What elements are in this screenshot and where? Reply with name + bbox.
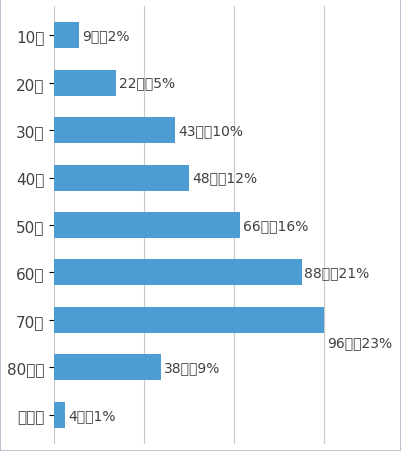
Text: 48人、12%: 48人、12%	[192, 171, 257, 185]
Bar	[54, 307, 324, 333]
Text: 43人、10%: 43人、10%	[178, 124, 243, 138]
Bar	[54, 354, 161, 381]
Bar	[54, 23, 79, 49]
Bar	[54, 212, 240, 239]
Text: 9人、2%: 9人、2%	[82, 29, 130, 43]
Text: 96人、23%: 96人、23%	[327, 336, 392, 350]
Bar	[54, 70, 116, 97]
Bar	[54, 260, 302, 286]
Bar	[54, 402, 65, 428]
Text: 4人、1%: 4人、1%	[68, 408, 116, 422]
Text: 22人、5%: 22人、5%	[119, 77, 175, 91]
Text: 66人、16%: 66人、16%	[243, 219, 308, 232]
Text: 38人、9%: 38人、9%	[164, 360, 220, 374]
Bar	[54, 165, 189, 191]
Text: 88人、21%: 88人、21%	[304, 266, 370, 280]
Bar	[54, 118, 175, 144]
